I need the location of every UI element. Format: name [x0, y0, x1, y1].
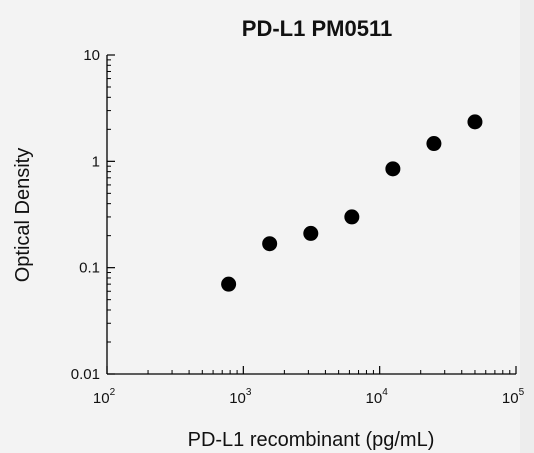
data-point — [262, 236, 278, 252]
x-tick-label: 102 — [93, 387, 116, 407]
data-point — [467, 114, 483, 130]
x-tick-label: 103 — [229, 387, 252, 407]
y-tick-label: 0.1 — [79, 260, 100, 277]
data-point — [303, 225, 319, 241]
x-axis-label: PD-L1 recombinant (pg/mL) — [188, 429, 435, 451]
y-tick-label: 10 — [83, 47, 100, 64]
data-points — [221, 114, 483, 292]
y-tick-label: 1 — [92, 153, 100, 170]
data-point — [221, 276, 237, 292]
data-point — [385, 161, 401, 177]
y-axis-label: Optical Density — [12, 148, 34, 283]
chart-title: PD-L1 PM0511 — [242, 16, 392, 41]
data-point — [426, 136, 442, 152]
axes: 10 1 0.1 0.01 102 103 104 105 — [71, 47, 525, 407]
right-border-strip — [520, 0, 534, 453]
data-point — [344, 209, 360, 225]
y-tick-label: 0.01 — [71, 366, 100, 383]
x-tick-label: 105 — [502, 387, 525, 407]
x-tick-label: 104 — [366, 387, 389, 407]
